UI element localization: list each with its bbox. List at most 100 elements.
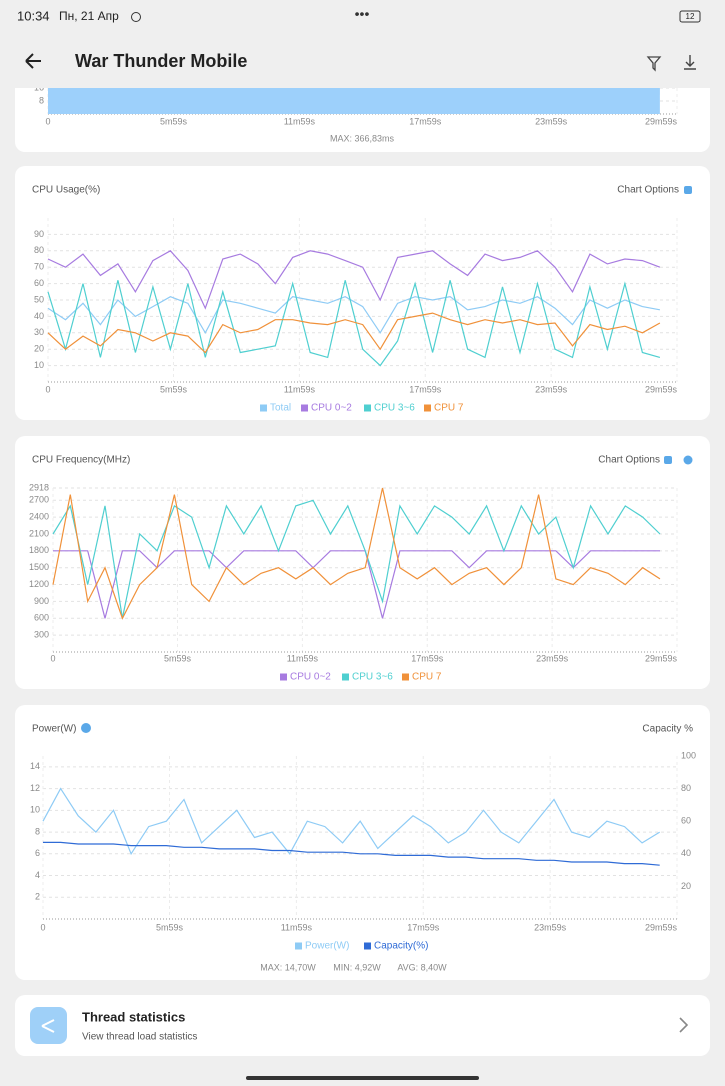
battery-level: 12 [686,12,695,21]
download-button[interactable] [684,55,696,70]
stat-label: MAX: 14,70W [260,962,316,972]
y-tick-label: 80 [34,245,44,255]
home-indicator [246,1076,479,1080]
x-tick-label: 17m59s [411,653,444,663]
series-line [47,296,661,335]
legend-label: CPU 7 [412,672,442,683]
chart-options[interactable]: Chart Options [598,455,660,466]
x-tick-label: 23m59s [534,922,567,932]
card [15,166,710,420]
y-tick-label: 300 [34,630,49,640]
legend-swatch [364,404,371,412]
y2-tick-label: 80 [681,783,691,793]
legend-swatch [280,673,287,681]
legend-swatch [364,942,371,950]
legend-swatch [342,673,349,681]
y-tick-label: 4 [35,870,40,880]
thread-icon [30,1007,67,1044]
stat-label: AVG: 8,40W [397,962,447,972]
options-icon[interactable] [664,456,672,464]
pie-icon[interactable] [683,455,693,465]
chart-options[interactable]: Chart Options [617,185,679,196]
legend-swatch [424,404,431,412]
series-line [47,280,661,367]
series-line [52,487,661,620]
y-tick-label: 2918 [29,482,49,492]
x-tick-label: 11m59s [281,922,313,932]
x-tick-label: 5m59s [156,922,184,932]
chevron[interactable] [679,1017,689,1033]
series-line [47,250,661,310]
y2-tick-label: 20 [681,881,691,891]
series-line [43,841,660,866]
card-title: Thread statistics [82,1009,185,1024]
y-tick-label: 70 [34,262,44,272]
x-tick-label: 29m59s [645,922,678,932]
x-tick-label: 0 [40,922,45,932]
card [15,705,710,980]
card [15,436,710,689]
x-tick-label: 29m59s [645,116,678,126]
x-tick-label: 23m59s [536,653,569,663]
legend-label: Capacity(%) [374,941,428,952]
legend-label: CPU 3~6 [352,672,393,683]
y-tick-label: 8 [35,826,40,836]
legend-swatch [402,673,409,681]
y-tick-label: 10 [34,360,44,370]
y-tick-label: 20 [34,344,44,354]
y-tick-label: 90 [34,229,44,239]
y2-tick-label: 40 [681,848,691,858]
card-subtitle: View thread load statistics [82,1032,197,1043]
x-tick-label: 23m59s [535,384,568,394]
chart-title: Power(W) [32,724,76,735]
menu-dots[interactable]: ••• [355,6,370,22]
thread-card[interactable] [15,995,710,1056]
y-tick-label: 14 [30,761,40,771]
legend-swatch [301,404,308,412]
x-tick-label: 5m59s [160,116,188,126]
x-tick-label: 17m59s [409,116,442,126]
y-tick-label: 1500 [29,562,49,572]
y-tick-label: 40 [34,311,44,321]
back-button[interactable] [25,53,41,69]
series-line [47,312,661,354]
chart-title: CPU Usage(%) [32,185,100,196]
x-tick-label: 5m59s [164,653,192,663]
y2-axis-title: Capacity % [642,724,693,735]
x-tick-label: 0 [50,653,55,663]
y-tick-label: 12 [30,783,40,793]
status-time: 10:34 [17,8,50,23]
chart-title: CPU Frequency(MHz) [32,455,130,466]
chart-footer: MAX: 366,83ms [330,133,395,143]
y-tick-label: 50 [34,294,44,304]
clock-icon [131,12,141,22]
x-tick-label: 0 [45,384,50,394]
y2-tick-label: 100 [681,750,696,760]
y-tick-label: 10 [30,805,40,815]
legend-label: CPU 0~2 [311,403,352,414]
legend-label: CPU 3~6 [374,403,415,414]
y-tick-label: 8 [39,95,44,105]
filter-button[interactable] [646,56,662,72]
y-tick-label: 6 [35,848,40,858]
legend-swatch [295,942,302,950]
x-tick-label: 17m59s [409,384,442,394]
y-tick-label: 1200 [29,579,49,589]
refresh-icon[interactable] [81,723,91,733]
legend-label: Total [270,403,291,414]
x-tick-label: 11m59s [287,653,319,663]
area [48,88,660,114]
x-tick-label: 5m59s [160,384,188,394]
y-tick-label: 2400 [29,511,49,521]
page-title: War Thunder Mobile [75,51,247,71]
options-icon[interactable] [684,186,692,194]
series-line [42,787,661,856]
status-date: Пн, 21 Апр [59,9,119,23]
series-line [52,499,661,619]
y-tick-label: 60 [34,278,44,288]
legend-label: CPU 7 [434,403,464,414]
stat-label: MIN: 4,92W [333,962,381,972]
x-tick-label: 29m59s [645,653,678,663]
y-tick-label: 30 [34,327,44,337]
